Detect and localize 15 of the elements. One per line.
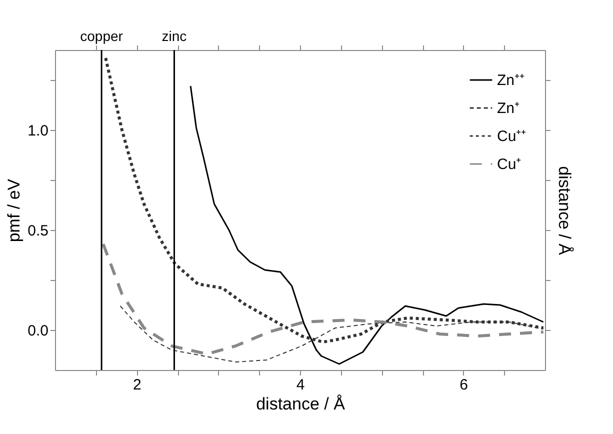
x-tick-label: 4 <box>296 376 305 394</box>
legend-label: Cu⁺ <box>497 156 522 173</box>
legend-label: Cu⁺⁺ <box>497 128 526 145</box>
x-tick-label: 6 <box>460 376 468 394</box>
y-axis-title: pmf / eV <box>4 178 24 242</box>
y-tick-label: 0.0 <box>28 322 48 340</box>
x-tick-label: 2 <box>132 376 142 394</box>
y-tick-label: 1.0 <box>28 122 48 140</box>
legend-label: Zn⁺⁺ <box>497 72 525 89</box>
x-axis-title: distance / Å <box>256 394 346 414</box>
y-tick-label: 0.5 <box>28 222 48 240</box>
ref-line-label: copper <box>80 28 124 44</box>
y2-axis-title: distance / Å <box>555 166 574 256</box>
legend-label: Zn⁺ <box>497 100 520 117</box>
ref-line-label: zinc <box>162 28 187 44</box>
